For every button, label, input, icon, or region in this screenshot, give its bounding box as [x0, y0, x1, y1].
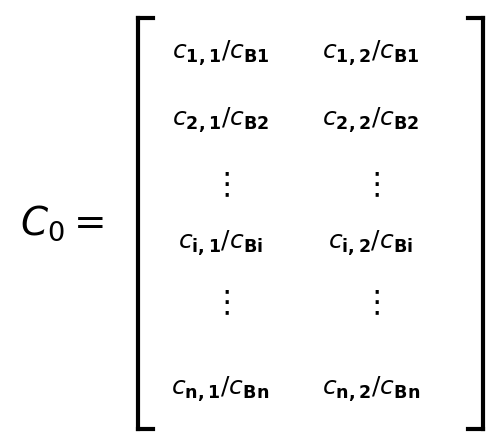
Text: $\mathbf{\mathit{c}}_{\mathbf{i,1}}/\mathbf{\mathit{c}}_{\mathbf{Bi}}$: $\mathbf{\mathit{c}}_{\mathbf{i,1}}/\mat…	[178, 229, 263, 258]
Text: $\vdots$: $\vdots$	[211, 171, 230, 200]
Text: $\vdots$: $\vdots$	[211, 290, 230, 318]
Text: $\mathbf{\mathit{C}}_0=$: $\mathbf{\mathit{C}}_0=$	[20, 204, 104, 243]
Text: $\vdots$: $\vdots$	[361, 171, 380, 200]
Text: $\vdots$: $\vdots$	[361, 290, 380, 318]
Text: $\mathbf{\mathit{c}}_{\mathbf{2,1}}/\mathbf{\mathit{c}}_{\mathbf{B2}}$: $\mathbf{\mathit{c}}_{\mathbf{2,1}}/\mat…	[172, 106, 269, 135]
Text: $\mathbf{\mathit{c}}_{\mathbf{1,2}}/\mathbf{\mathit{c}}_{\mathbf{B1}}$: $\mathbf{\mathit{c}}_{\mathbf{1,2}}/\mat…	[322, 39, 420, 68]
Text: $\mathbf{\mathit{c}}_{\mathbf{2,2}}/\mathbf{\mathit{c}}_{\mathbf{B2}}$: $\mathbf{\mathit{c}}_{\mathbf{2,2}}/\mat…	[322, 106, 419, 135]
Text: $\mathbf{\mathit{c}}_{\mathbf{n,1}}/\mathbf{\mathit{c}}_{\mathbf{Bn}}$: $\mathbf{\mathit{c}}_{\mathbf{n,1}}/\mat…	[171, 374, 270, 404]
Text: $\mathbf{\mathit{c}}_{\mathbf{n,2}}/\mathbf{\mathit{c}}_{\mathbf{Bn}}$: $\mathbf{\mathit{c}}_{\mathbf{n,2}}/\mat…	[322, 374, 420, 404]
Text: $\mathbf{\mathit{c}}_{\mathbf{i,2}}/\mathbf{\mathit{c}}_{\mathbf{Bi}}$: $\mathbf{\mathit{c}}_{\mathbf{i,2}}/\mat…	[328, 229, 413, 258]
Text: $\mathbf{\mathit{c}}_{\mathbf{1,1}}/\mathbf{\mathit{c}}_{\mathbf{B1}}$: $\mathbf{\mathit{c}}_{\mathbf{1,1}}/\mat…	[171, 39, 270, 68]
